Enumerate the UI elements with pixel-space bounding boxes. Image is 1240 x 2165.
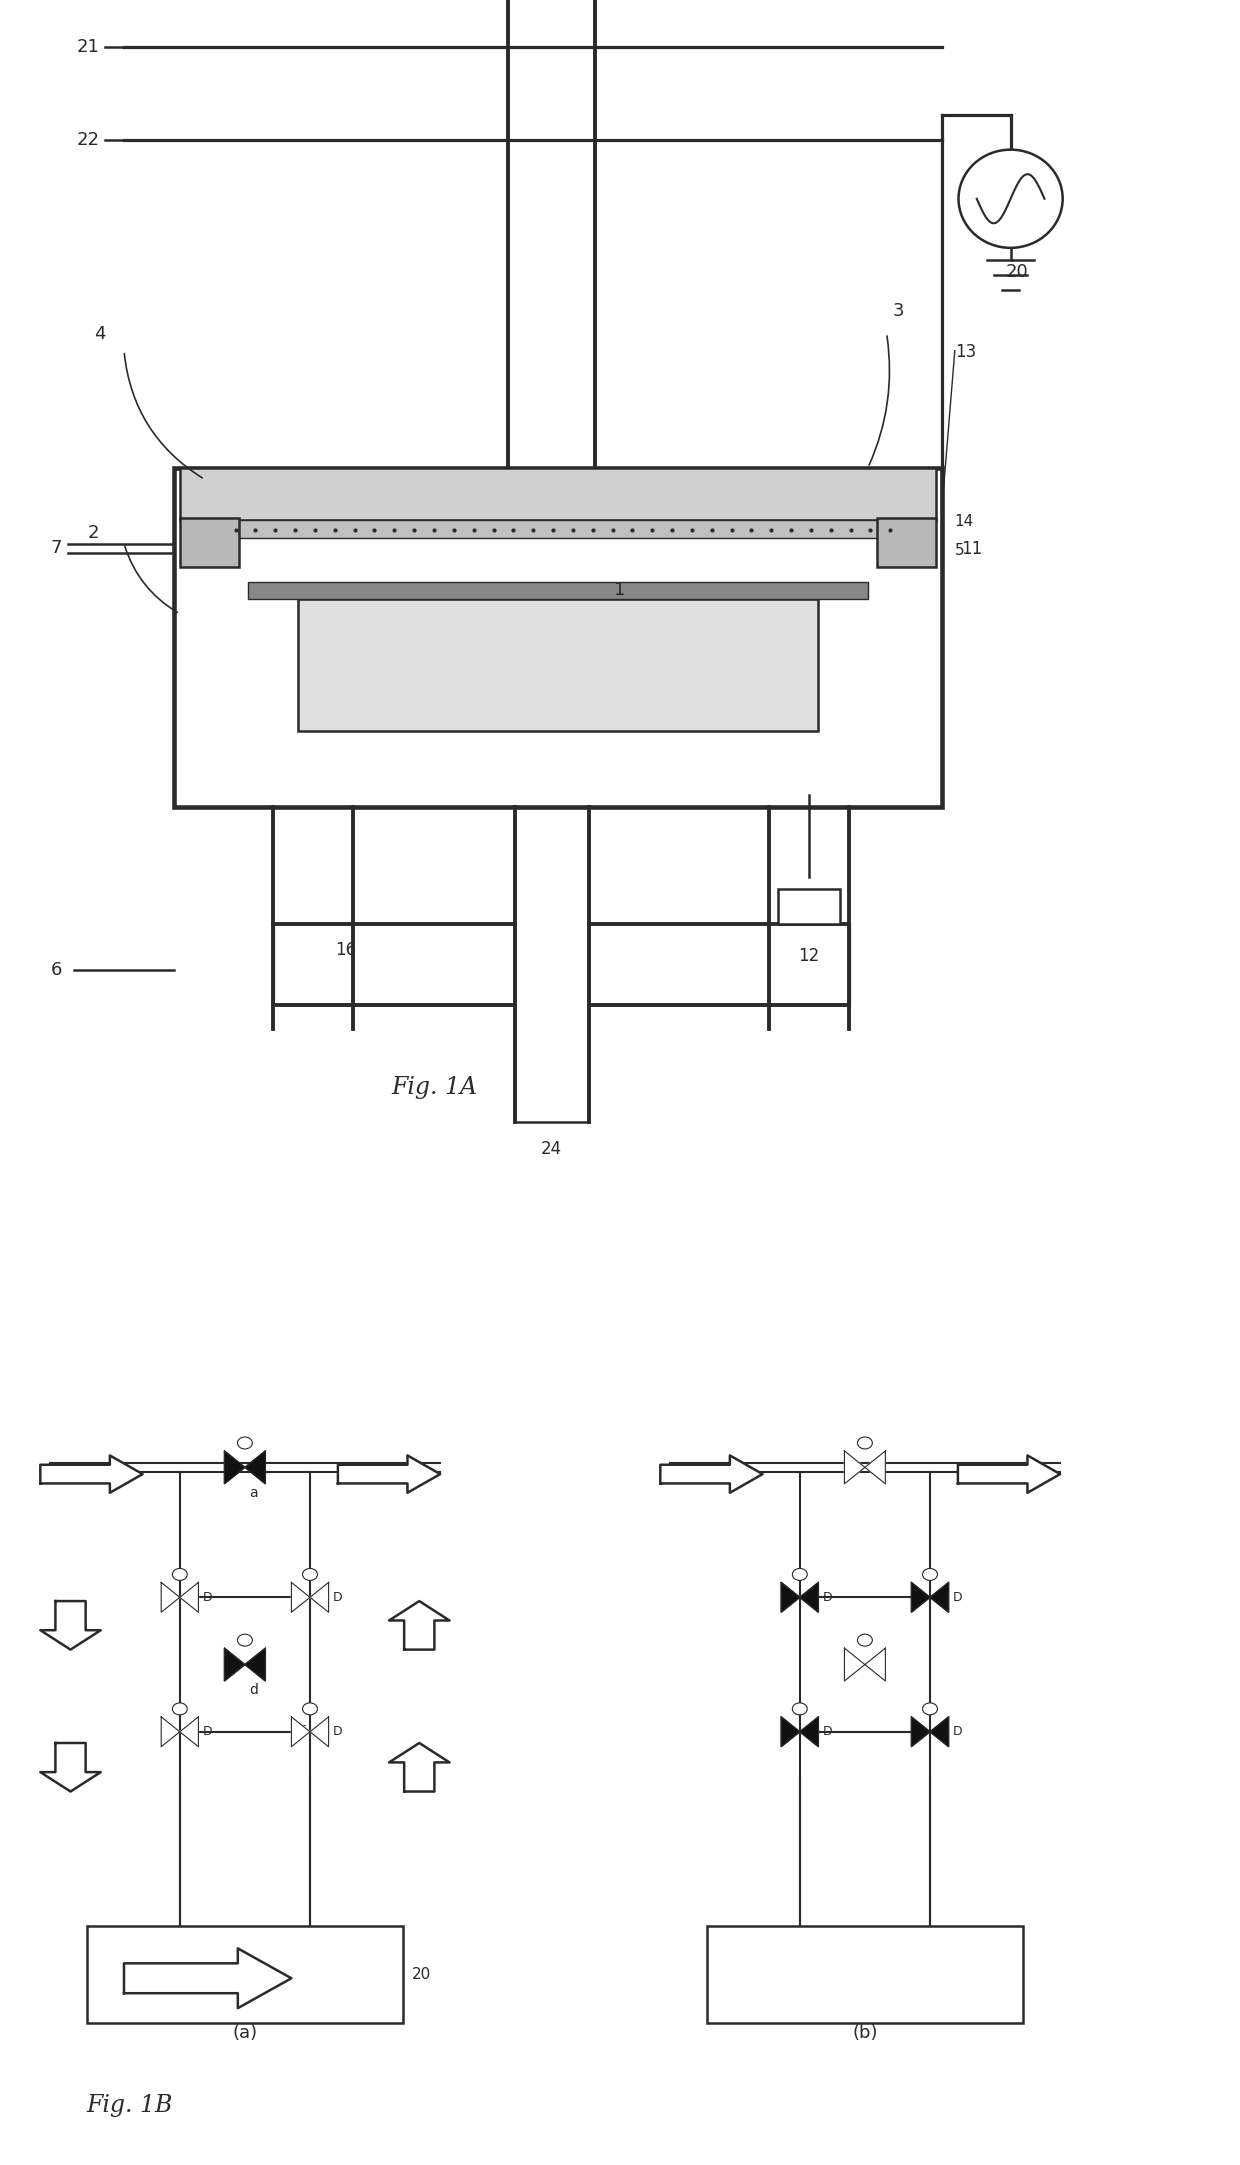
Bar <box>211 520 905 537</box>
Text: 4: 4 <box>94 325 105 342</box>
Polygon shape <box>800 1717 818 1747</box>
Text: D: D <box>954 1591 963 1604</box>
Bar <box>180 468 936 520</box>
Text: e: e <box>298 1591 305 1604</box>
Text: 20: 20 <box>1006 264 1028 281</box>
Polygon shape <box>40 1602 100 1650</box>
Polygon shape <box>291 1583 310 1613</box>
Polygon shape <box>180 1583 198 1613</box>
Bar <box>180 517 239 567</box>
Polygon shape <box>246 1451 265 1483</box>
Polygon shape <box>844 1648 866 1680</box>
Text: f: f <box>301 1726 305 1738</box>
Text: (a): (a) <box>232 2024 258 2042</box>
Polygon shape <box>389 1743 449 1793</box>
Bar <box>174 468 942 808</box>
Polygon shape <box>124 1948 291 2009</box>
Text: D: D <box>203 1591 213 1604</box>
Text: 6: 6 <box>51 961 62 979</box>
Text: 24: 24 <box>541 1139 563 1158</box>
Polygon shape <box>310 1717 329 1747</box>
Polygon shape <box>930 1717 949 1747</box>
Text: 12: 12 <box>799 946 820 966</box>
Polygon shape <box>911 1583 930 1613</box>
Text: 21: 21 <box>77 37 99 56</box>
Text: D: D <box>203 1726 213 1738</box>
Text: a: a <box>249 1485 258 1500</box>
Bar <box>87 1927 403 2022</box>
Text: 7: 7 <box>51 539 62 556</box>
Polygon shape <box>310 1583 329 1613</box>
Text: D: D <box>823 1591 833 1604</box>
Circle shape <box>792 1704 807 1715</box>
Polygon shape <box>866 1451 885 1483</box>
Text: (b): (b) <box>852 2024 878 2042</box>
Polygon shape <box>246 1648 265 1680</box>
Circle shape <box>238 1635 253 1645</box>
Bar <box>877 517 936 567</box>
Polygon shape <box>781 1583 800 1613</box>
Text: 3: 3 <box>893 301 904 320</box>
Bar <box>248 582 868 598</box>
Polygon shape <box>911 1717 930 1747</box>
Polygon shape <box>224 1648 246 1680</box>
Polygon shape <box>224 1451 246 1483</box>
Polygon shape <box>930 1583 949 1613</box>
Text: 11: 11 <box>961 541 982 559</box>
Text: d: d <box>249 1682 258 1697</box>
Text: 13: 13 <box>955 342 976 362</box>
Text: c: c <box>169 1726 175 1738</box>
Bar <box>779 888 841 924</box>
Text: 20: 20 <box>412 1968 432 1981</box>
Polygon shape <box>291 1717 310 1747</box>
Circle shape <box>172 1704 187 1715</box>
Circle shape <box>923 1704 937 1715</box>
Text: 1: 1 <box>614 582 625 600</box>
Circle shape <box>303 1567 317 1580</box>
Bar <box>707 1927 1023 2022</box>
Circle shape <box>238 1438 253 1448</box>
Text: 14: 14 <box>955 513 975 528</box>
Polygon shape <box>40 1455 143 1494</box>
Polygon shape <box>389 1602 449 1650</box>
Text: D: D <box>334 1591 343 1604</box>
Circle shape <box>923 1567 937 1580</box>
Polygon shape <box>800 1583 818 1613</box>
Text: D: D <box>823 1726 833 1738</box>
Text: b: b <box>167 1591 175 1604</box>
Circle shape <box>792 1567 807 1580</box>
Polygon shape <box>866 1648 885 1680</box>
Polygon shape <box>180 1717 198 1747</box>
Text: Fig. 1B: Fig. 1B <box>87 2094 174 2117</box>
Text: 16: 16 <box>335 942 356 959</box>
Polygon shape <box>337 1455 440 1494</box>
Polygon shape <box>781 1717 800 1747</box>
Text: 22: 22 <box>76 132 99 149</box>
Text: Fig. 1A: Fig. 1A <box>391 1076 477 1100</box>
Polygon shape <box>161 1717 180 1747</box>
Text: 5: 5 <box>955 543 965 559</box>
Circle shape <box>303 1704 317 1715</box>
Circle shape <box>857 1438 873 1448</box>
Polygon shape <box>957 1455 1060 1494</box>
Text: D: D <box>334 1726 343 1738</box>
Text: 2: 2 <box>88 524 99 541</box>
Polygon shape <box>844 1451 866 1483</box>
Circle shape <box>959 149 1063 247</box>
Circle shape <box>172 1567 187 1580</box>
Polygon shape <box>40 1743 100 1793</box>
Circle shape <box>857 1635 873 1645</box>
Bar <box>298 598 818 732</box>
Polygon shape <box>661 1455 763 1494</box>
Text: D: D <box>954 1726 963 1738</box>
Polygon shape <box>161 1583 180 1613</box>
